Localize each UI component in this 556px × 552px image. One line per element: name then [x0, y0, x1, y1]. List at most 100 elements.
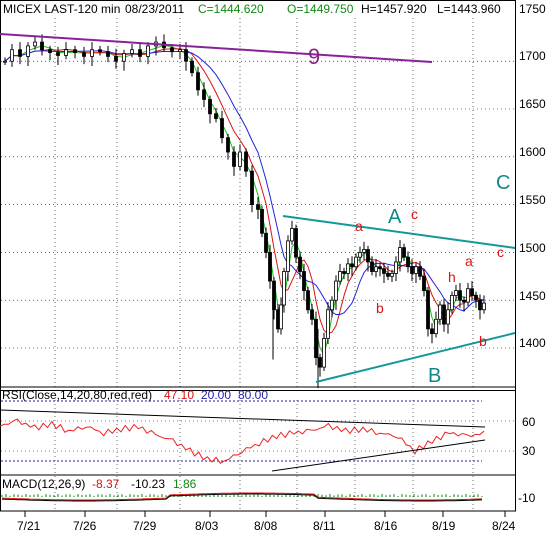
y-tick-1600: 1600 — [519, 145, 546, 159]
price-bar-body-14 — [114, 56, 118, 62]
sub-wave-b-2: b — [479, 333, 487, 349]
price-bar-body-25 — [196, 72, 200, 91]
price-bar-body-21 — [170, 47, 174, 53]
price-bar-body-92 — [482, 302, 486, 311]
price-bar-body-67 — [382, 268, 386, 274]
price-bar-body-62 — [362, 249, 366, 253]
price-bar-body-42 — [282, 271, 286, 306]
wave-label-B: B — [428, 365, 441, 387]
y-tick-1450: 1450 — [519, 289, 546, 303]
macd-signal-line — [1, 493, 483, 502]
price-bar-body-44 — [290, 228, 294, 242]
y-tick-1750: 1750 — [519, 2, 546, 16]
price-bar-body-60 — [354, 256, 358, 268]
price-bar-body-34 — [250, 170, 254, 205]
price-bar-body-73 — [406, 256, 410, 268]
header-high: H=1457.920 — [361, 2, 427, 16]
price-bar-body-48 — [306, 290, 310, 311]
price-bars — [3, 34, 486, 389]
wave-label-9: 9 — [308, 44, 320, 69]
price-bar-body-50 — [314, 318, 318, 358]
price-bar-body-71 — [398, 247, 402, 263]
wave-label-A: A — [388, 206, 402, 228]
price-bar-body-83 — [446, 309, 450, 325]
price-bar-body-86 — [458, 290, 462, 301]
macd-panel-frame — [0, 474, 516, 512]
rsi-value: 47.10 — [164, 388, 194, 402]
macd-y-tick-neg10: -10 — [518, 491, 536, 505]
price-bar-body-56 — [338, 271, 342, 282]
macd-line — [1, 492, 483, 501]
sub-wave-a-2: a — [465, 253, 473, 269]
price-bar-body-63 — [366, 249, 370, 263]
price-bar-body-82 — [442, 304, 446, 325]
ma-mid-line — [4, 48, 485, 335]
price-bar-body-80 — [434, 318, 438, 335]
x-tick-8-19: 8/19 — [432, 519, 456, 533]
price-bar-body-8 — [64, 49, 68, 56]
x-tick-8-16: 8/16 — [374, 519, 398, 533]
trendline-upper — [282, 215, 516, 249]
price-bar-body-46 — [298, 256, 302, 272]
price-bar-body-53 — [326, 309, 330, 339]
price-bar-body-74 — [410, 266, 414, 274]
sub-wave-a-1: a — [355, 218, 363, 234]
sub-wave-c-2: c — [497, 244, 504, 260]
price-bar-body-40 — [276, 309, 280, 330]
x-tick-7-26: 7/26 — [73, 519, 97, 533]
price-bar-body-30 — [226, 137, 230, 153]
x-tick-8-08: 8/08 — [254, 519, 278, 533]
price-bar-body-35 — [256, 204, 260, 210]
moving-averages — [4, 44, 485, 356]
price-bar-body-61 — [358, 251, 362, 258]
price-bar-body-54 — [330, 299, 334, 311]
price-bar-body-3 — [26, 45, 30, 57]
rsi-low-level: 20.00 — [201, 388, 231, 402]
trendline-wave-9 — [0, 33, 433, 63]
x-tick-8-24: 8/24 — [492, 519, 516, 533]
macd-plot — [1, 492, 483, 502]
price-bar-body-5 — [40, 41, 44, 51]
price-bar-body-32 — [238, 151, 242, 167]
price-bar-body-36 — [260, 208, 264, 234]
rsi-trendline-lower — [271, 439, 486, 472]
rsi-y-tick-60: 60 — [522, 415, 536, 429]
header-low: L=1443.960 — [437, 2, 501, 16]
x-tick-8-03: 8/03 — [195, 519, 219, 533]
price-bar-body-90 — [474, 295, 478, 301]
price-bar-body-26 — [202, 89, 206, 100]
price-bar-body-16 — [130, 49, 134, 54]
rsi-high-level: 80.00 — [238, 388, 268, 402]
price-bar-body-6 — [48, 49, 52, 53]
price-bar-body-38 — [268, 251, 272, 282]
header-close: C=1444.620 — [198, 2, 264, 16]
price-bar-body-9 — [73, 49, 77, 53]
price-bar-body-91 — [478, 299, 482, 311]
price-bar-body-24 — [190, 60, 194, 74]
price-bar-body-29 — [220, 118, 224, 139]
price-bar-body-68 — [386, 273, 390, 277]
macd-signal: -10.23 — [131, 477, 165, 491]
x-tick-8-11: 8/11 — [313, 519, 336, 533]
trendline-lower — [315, 332, 516, 383]
price-bar-body-10 — [82, 52, 86, 57]
macd-label: MACD(12,26,9) — [2, 477, 85, 491]
rsi-y-tick-30: 30 — [522, 444, 536, 458]
price-bar-body-4 — [33, 41, 37, 47]
trendlines — [0, 33, 516, 383]
price-bar-body-64 — [370, 261, 374, 272]
price-bar-body-87 — [462, 299, 466, 303]
price-bar-body-12 — [98, 49, 102, 53]
price-bar-body-75 — [414, 266, 418, 274]
x-tick-7-29: 7/29 — [133, 519, 157, 533]
price-bar-body-28 — [214, 113, 218, 119]
y-tick-1650: 1650 — [519, 97, 546, 111]
price-bar-body-39 — [272, 280, 276, 311]
price-bar-body-33 — [244, 151, 248, 172]
price-bar-body-55 — [334, 280, 338, 301]
price-panel-frame — [0, 0, 516, 391]
x-tick-7-21: 7/21 — [17, 519, 41, 533]
price-bar-body-7 — [56, 52, 60, 56]
price-bar-body-57 — [342, 271, 346, 274]
